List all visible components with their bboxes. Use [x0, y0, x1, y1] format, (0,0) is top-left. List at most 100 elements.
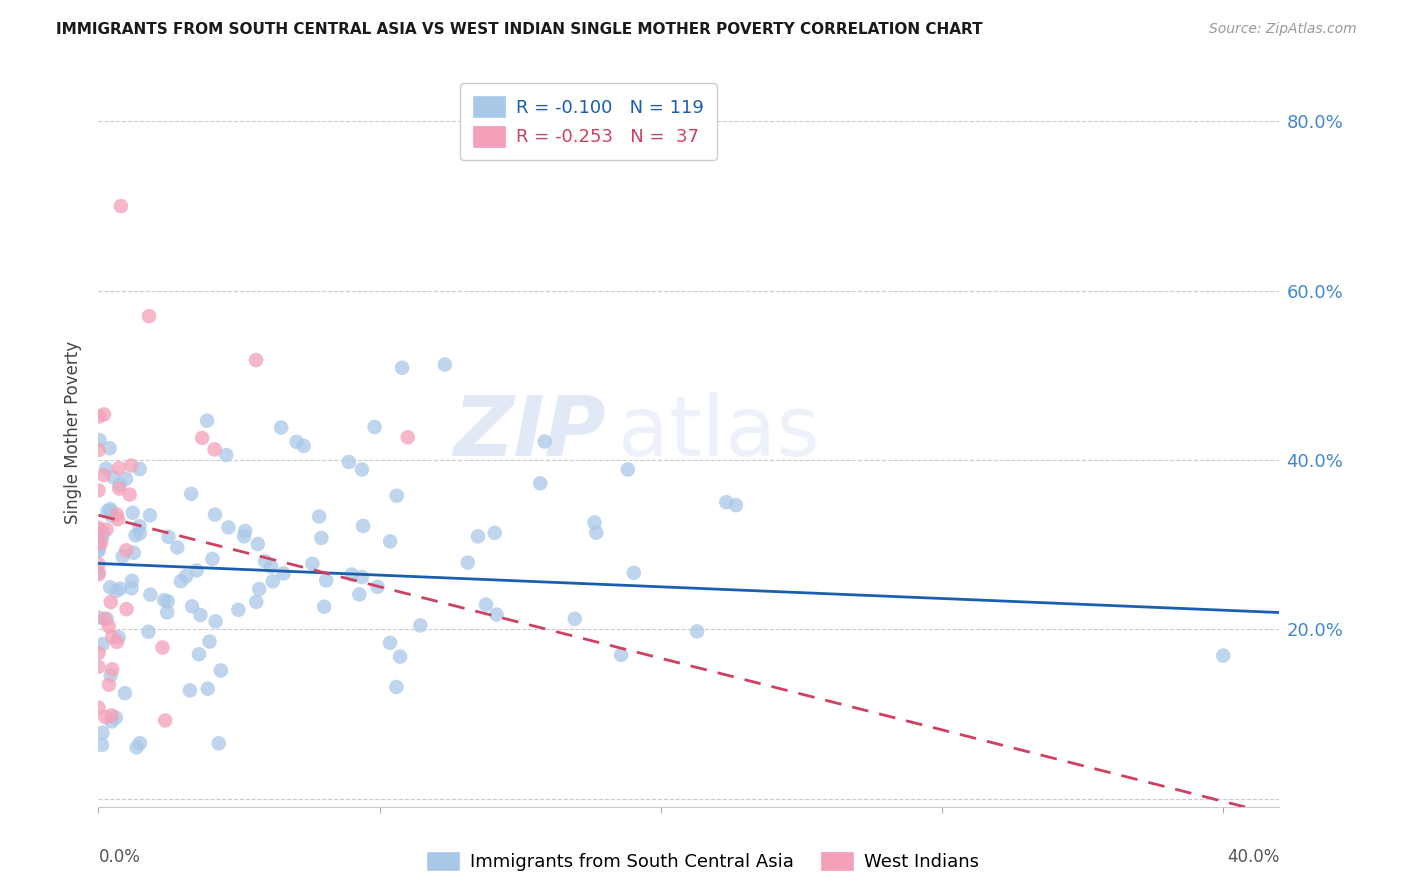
Point	[87, 521, 110, 535]
Point	[610, 648, 633, 662]
Point	[100, 508, 122, 523]
Point	[121, 506, 143, 520]
Point	[197, 681, 219, 696]
Point	[100, 595, 122, 609]
Point	[260, 559, 283, 574]
Point	[153, 714, 176, 728]
Point	[215, 448, 238, 462]
Point	[529, 476, 551, 491]
Point	[209, 664, 232, 678]
Point	[292, 439, 315, 453]
Point	[204, 615, 226, 629]
Point	[107, 461, 129, 475]
Point	[385, 680, 408, 694]
Point	[108, 582, 131, 596]
Point	[107, 512, 129, 526]
Point	[198, 634, 221, 648]
Point	[100, 504, 122, 518]
Point	[87, 409, 110, 424]
Y-axis label: Single Mother Poverty: Single Mother Poverty	[65, 341, 83, 524]
Point	[217, 520, 239, 534]
Point	[139, 588, 162, 602]
Point	[98, 442, 121, 456]
Point	[378, 636, 401, 650]
Point	[188, 648, 211, 662]
Point	[87, 567, 110, 582]
Point	[87, 542, 110, 557]
Point	[191, 431, 214, 445]
Point	[115, 543, 138, 558]
Point	[301, 557, 323, 571]
Point	[389, 649, 412, 664]
Point	[121, 574, 143, 588]
Point	[108, 477, 131, 491]
Point	[152, 640, 174, 655]
Point	[115, 602, 138, 616]
Point	[190, 607, 212, 622]
Point	[270, 420, 292, 434]
Point	[128, 519, 150, 533]
Point	[585, 525, 607, 540]
Point	[467, 529, 489, 543]
Point	[128, 526, 150, 541]
Point	[128, 736, 150, 750]
Point	[96, 523, 118, 537]
Point	[87, 610, 110, 624]
Point	[156, 605, 179, 619]
Point	[391, 360, 413, 375]
Point	[89, 523, 111, 537]
Legend: Immigrants from South Central Asia, West Indians: Immigrants from South Central Asia, West…	[419, 845, 987, 879]
Point	[484, 525, 506, 540]
Point	[385, 489, 408, 503]
Point	[87, 483, 110, 498]
Point	[89, 530, 111, 544]
Point	[208, 736, 231, 750]
Point	[87, 537, 110, 551]
Point	[87, 659, 110, 673]
Point	[724, 498, 747, 512]
Point	[153, 593, 176, 607]
Point	[91, 738, 114, 752]
Point	[87, 557, 110, 571]
Legend: R = -0.100   N = 119, R = -0.253   N =  37: R = -0.100 N = 119, R = -0.253 N = 37	[460, 84, 717, 160]
Point	[195, 414, 218, 428]
Point	[111, 549, 134, 564]
Point	[124, 528, 146, 542]
Point	[201, 552, 224, 566]
Point	[350, 570, 373, 584]
Point	[233, 529, 256, 543]
Point	[93, 408, 115, 422]
Point	[396, 430, 419, 444]
Point	[716, 495, 738, 509]
Text: IMMIGRANTS FROM SOUTH CENTRAL ASIA VS WEST INDIAN SINGLE MOTHER POVERTY CORRELAT: IMMIGRANTS FROM SOUTH CENTRAL ASIA VS WE…	[56, 22, 983, 37]
Point	[378, 534, 401, 549]
Point	[179, 683, 201, 698]
Point	[314, 599, 336, 614]
Point	[181, 599, 204, 614]
Point	[87, 646, 110, 660]
Point	[138, 624, 160, 639]
Point	[87, 533, 110, 548]
Point	[166, 541, 188, 555]
Point	[350, 462, 373, 476]
Point	[118, 488, 141, 502]
Point	[233, 524, 256, 538]
Point	[100, 708, 122, 723]
Point	[180, 487, 202, 501]
Point	[157, 530, 180, 544]
Point	[128, 462, 150, 476]
Point	[107, 630, 129, 644]
Point	[186, 564, 208, 578]
Point	[97, 678, 120, 692]
Text: 0.0%: 0.0%	[98, 848, 141, 866]
Point	[138, 309, 160, 323]
Point	[457, 556, 479, 570]
Point	[91, 725, 114, 739]
Text: Source: ZipAtlas.com: Source: ZipAtlas.com	[1209, 22, 1357, 37]
Point	[686, 624, 709, 639]
Point	[617, 462, 640, 476]
Point	[105, 583, 128, 598]
Point	[245, 353, 267, 368]
Point	[564, 612, 586, 626]
Point	[87, 566, 110, 580]
